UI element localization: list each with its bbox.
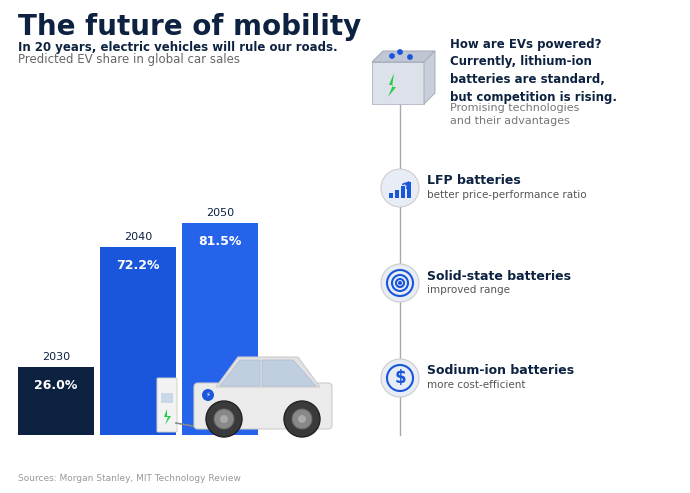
Text: 81.5%: 81.5% [198, 235, 241, 247]
Text: How are EVs powered?
Currently, lithium-ion
batteries are standard,
but competit: How are EVs powered? Currently, lithium-… [450, 38, 617, 104]
Text: Solid-state batteries: Solid-state batteries [427, 270, 571, 282]
Polygon shape [216, 357, 320, 387]
Text: better price-performance ratio: better price-performance ratio [427, 190, 586, 200]
Text: Predicted EV share in global car sales: Predicted EV share in global car sales [18, 53, 240, 66]
Circle shape [298, 415, 306, 423]
Circle shape [381, 359, 419, 397]
Bar [401, 186, 405, 198]
Bar [161, 393, 173, 403]
Polygon shape [220, 360, 260, 386]
Circle shape [398, 281, 402, 285]
Text: 2050: 2050 [206, 208, 234, 218]
FancyBboxPatch shape [372, 62, 424, 104]
Text: 72.2%: 72.2% [116, 259, 160, 272]
Bar [18, 367, 94, 435]
Circle shape [206, 401, 242, 437]
Bar [407, 182, 411, 198]
Polygon shape [388, 73, 396, 97]
Text: $: $ [394, 369, 406, 387]
Text: more cost-efficient: more cost-efficient [427, 380, 526, 390]
Polygon shape [424, 51, 435, 104]
Text: The future of mobility: The future of mobility [18, 13, 362, 41]
Bar [182, 223, 258, 435]
Text: Promising technologies
and their advantages: Promising technologies and their advanta… [450, 103, 580, 126]
Text: In 20 years, electric vehicles will rule our roads.: In 20 years, electric vehicles will rule… [18, 41, 337, 54]
Circle shape [381, 264, 419, 302]
Circle shape [390, 54, 394, 58]
Circle shape [202, 389, 214, 401]
Circle shape [214, 409, 234, 429]
Polygon shape [372, 51, 435, 62]
Circle shape [408, 55, 412, 59]
Text: 26.0%: 26.0% [34, 379, 78, 392]
Bar [395, 190, 399, 198]
Text: ⚡: ⚡ [206, 392, 210, 398]
Bar [389, 193, 393, 198]
Text: LFP batteries: LFP batteries [427, 175, 521, 187]
Text: 2030: 2030 [42, 352, 70, 362]
Text: improved range: improved range [427, 285, 510, 295]
Bar [100, 247, 176, 435]
Polygon shape [164, 409, 171, 425]
Circle shape [292, 409, 312, 429]
Circle shape [398, 50, 402, 54]
Polygon shape [262, 360, 316, 386]
Circle shape [284, 401, 320, 437]
Circle shape [381, 169, 419, 207]
FancyBboxPatch shape [157, 378, 177, 432]
FancyBboxPatch shape [194, 383, 332, 429]
Text: Sources: Morgan Stanley, MIT Technology Review: Sources: Morgan Stanley, MIT Technology … [18, 474, 241, 483]
Text: 2040: 2040 [124, 232, 152, 242]
Circle shape [220, 415, 228, 423]
Text: Sodium-ion batteries: Sodium-ion batteries [427, 364, 574, 378]
